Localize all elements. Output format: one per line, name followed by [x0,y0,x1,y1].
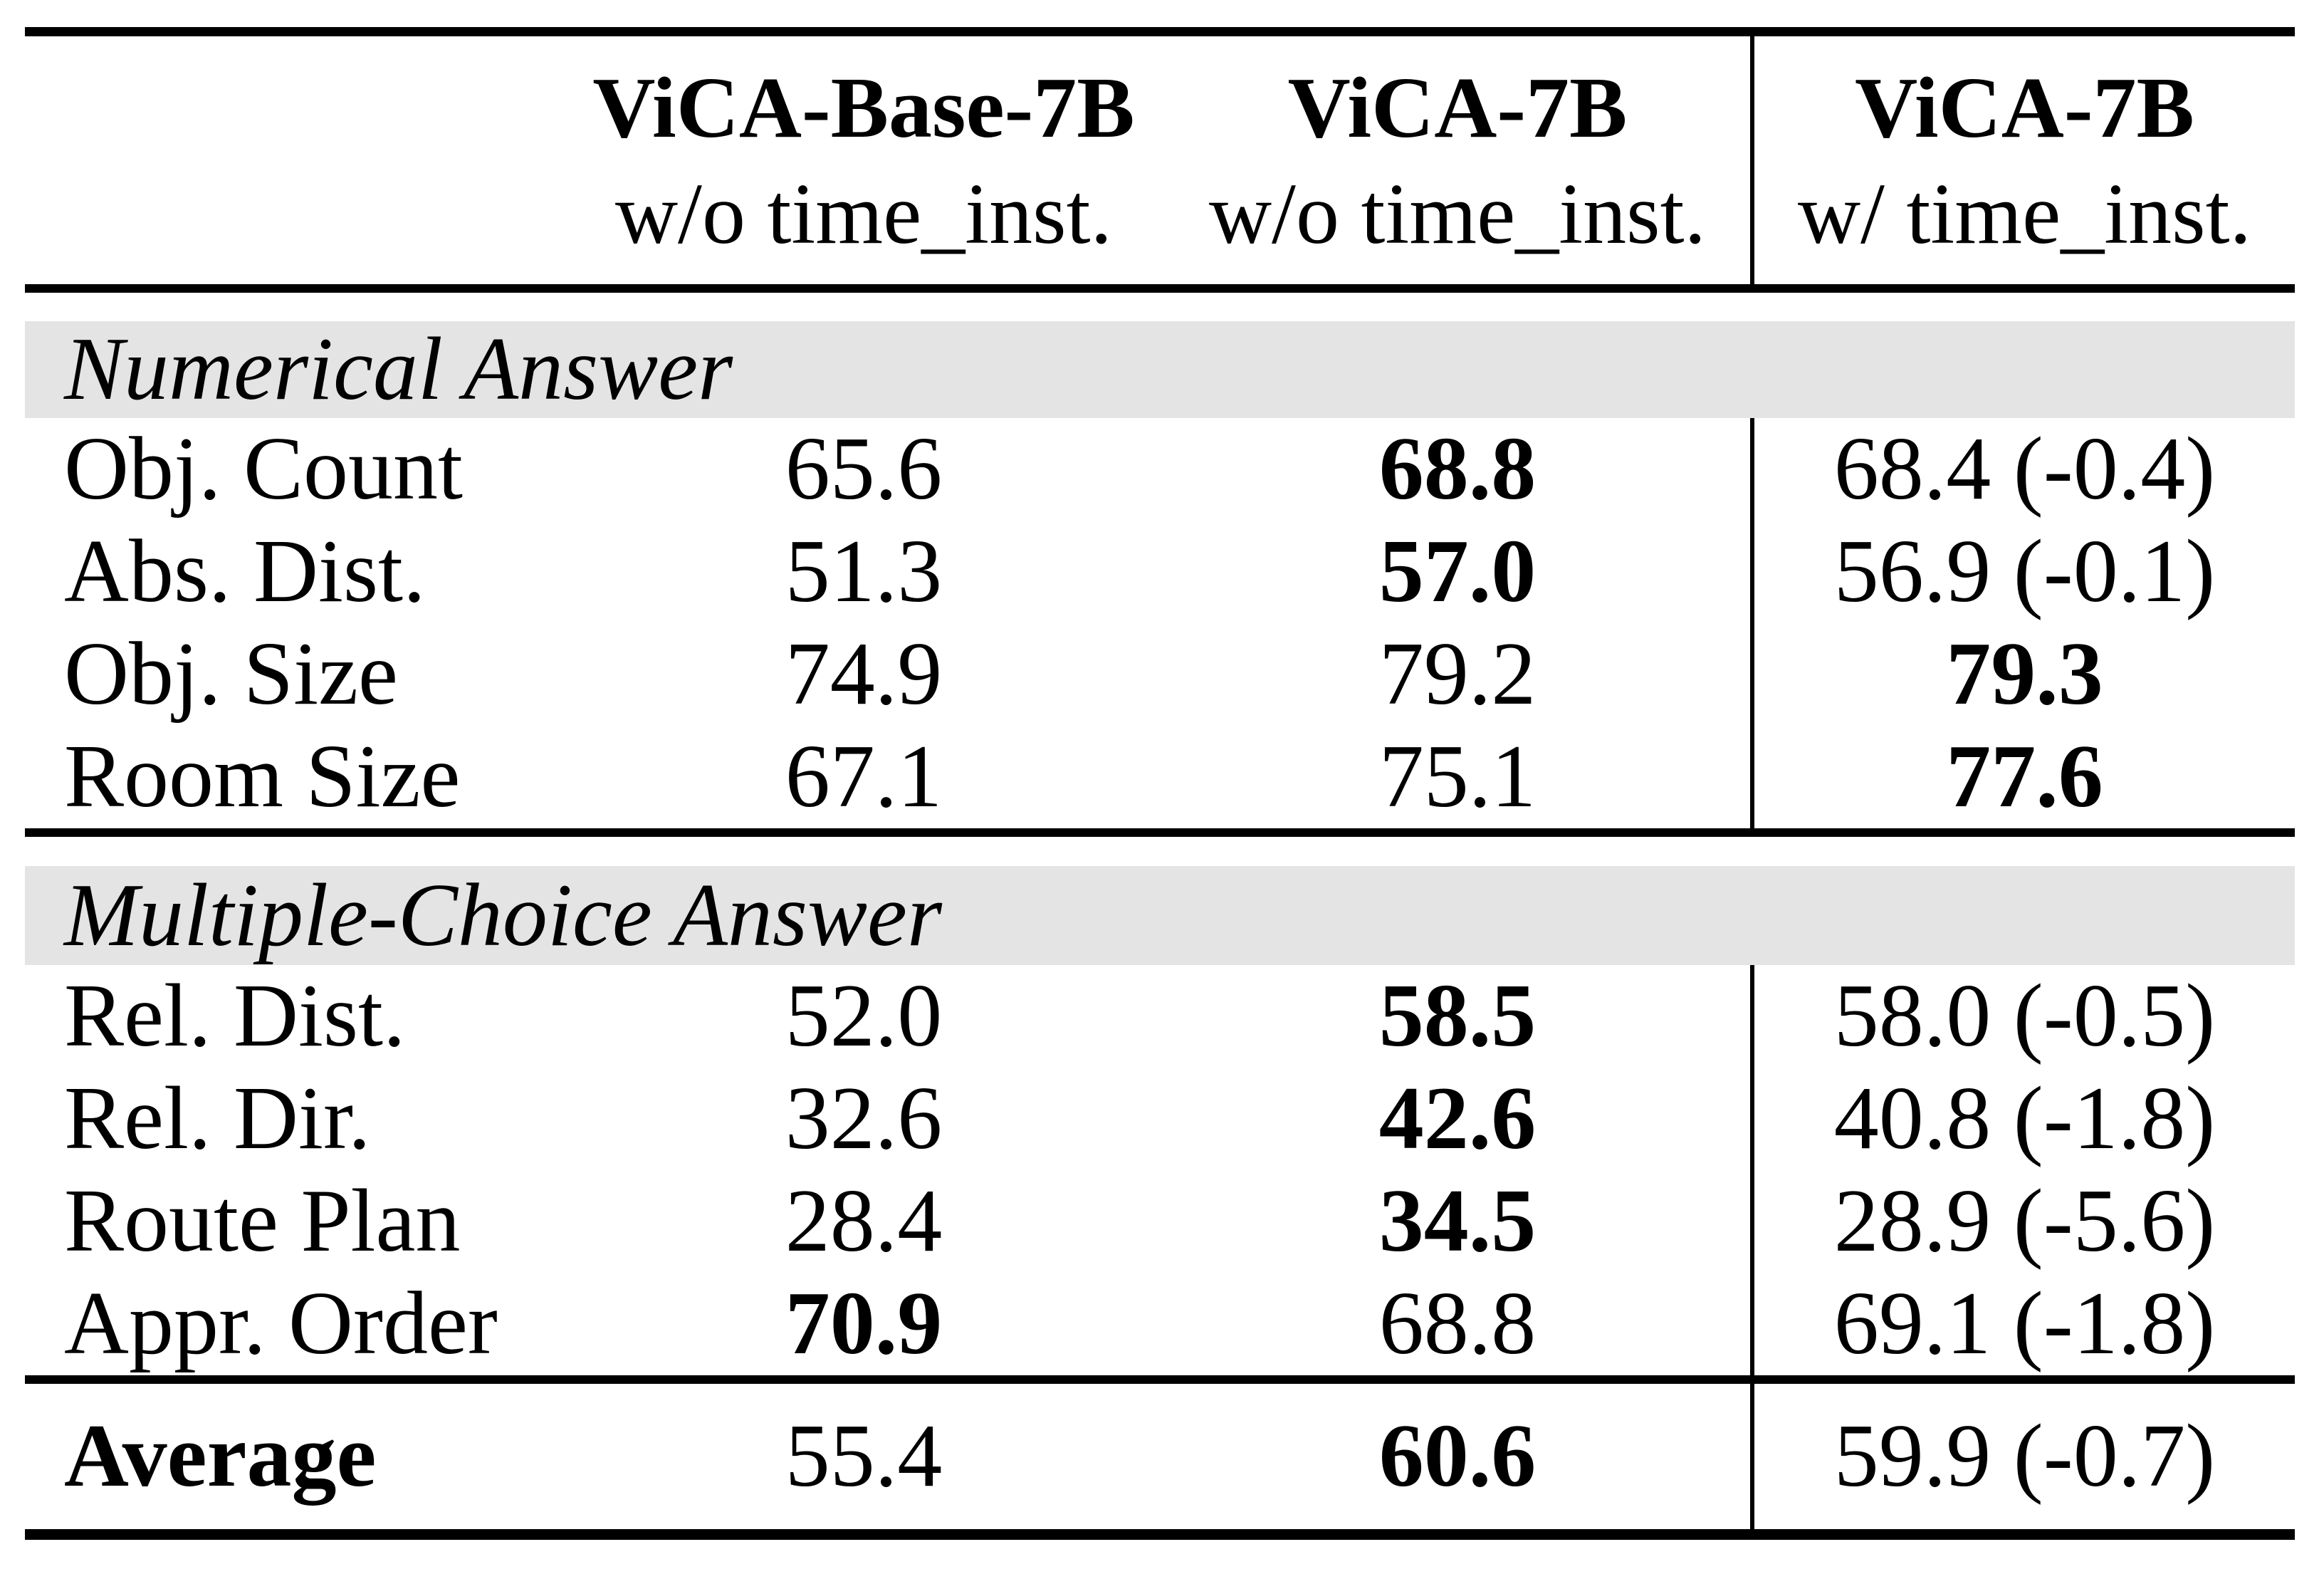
table-row-obj-size: Obj. Size 74.9 79.2 79.3 [25,623,2295,726]
table-row-rel-dist: Rel. Dist. 52.0 58.5 58.0 (-0.5) [25,965,2295,1068]
value-cell: 58.0 (-0.5) [1750,965,2295,1068]
row-label: Route Plan [64,1172,461,1271]
value-cell: 65.6 [785,419,943,518]
col-header-subtitle: w/o time_inst. [1208,166,1707,262]
row-label: Rel. Dir. [64,1069,371,1168]
section-title: Multiple-Choice Answer [64,865,942,965]
value-cell: 28.4 [785,1172,943,1271]
value-cell: 79.3 [1750,623,2295,726]
value-cell: 79.2 [1378,625,1537,724]
row-label: Rel. Dist. [64,966,406,1065]
row-label: Room Size [64,727,461,826]
value-cell: 51.3 [785,522,943,621]
value-cell: 34.5 [1378,1172,1537,1271]
value-cell: 32.6 [785,1069,943,1168]
col-header-name: ViCA-Base-7B [592,60,1135,156]
row-label: Obj. Size [64,625,398,724]
table-row-obj-count: Obj. Count 65.6 68.8 68.4 (-0.4) [25,418,2295,521]
top-margin [0,0,2324,27]
value-cell: 55.4 [785,1407,943,1506]
value-cell: 77.6 [1750,726,2295,828]
col-header-subtitle: w/ time_inst. [1797,166,2252,262]
bottom-rule [25,1529,2295,1540]
value-cell: 69.1 (-1.8) [1750,1273,2295,1375]
row-label: Appr. Order [64,1274,498,1373]
section-banner-multiple-choice: Multiple-Choice Answer [25,866,2295,965]
table-row-abs-dist: Abs. Dist. 51.3 57.0 56.9 (-0.1) [25,521,2295,623]
value-cell: 70.9 [785,1274,943,1373]
section-banner-numerical: Numerical Answer [25,320,2295,419]
value-cell: 56.9 (-0.1) [1750,521,2295,623]
row-label: Abs. Dist. [64,522,426,621]
col-header-name: ViCA-7B [1855,60,2194,156]
value-cell: 68.8 [1378,419,1537,518]
col-header-vica-7b-w: ViCA-7B w/ time_inst. [1750,36,2295,284]
col-header-vica-base-7b: ViCA-Base-7B w/o time_inst. [562,36,1165,284]
value-cell: 75.1 [1378,727,1537,826]
value-cell: 52.0 [785,966,943,1065]
value-cell: 59.9 (-0.7) [1750,1384,2295,1529]
col-header-vica-7b-wo: ViCA-7B w/o time_inst. [1165,36,1750,284]
value-cell: 67.1 [785,727,943,826]
row-label: Average [64,1407,377,1506]
header-rule [25,284,2295,293]
value-cell: 68.8 [1378,1274,1537,1373]
value-cell: 57.0 [1378,522,1537,621]
col-header-subtitle: w/o time_inst. [614,166,1113,262]
header-row: ViCA-Base-7B w/o time_inst. ViCA-7B w/o … [25,36,2295,284]
row-label: Obj. Count [64,419,464,518]
top-rule [25,27,2295,36]
header-empty-cell [25,36,562,284]
mid-rule-2 [25,1375,2295,1384]
col-header-name: ViCA-7B [1287,60,1628,156]
section-gap [0,293,2324,321]
value-cell: 74.9 [785,625,943,724]
table-row-rel-dir: Rel. Dir. 32.6 42.6 40.8 (-1.8) [25,1068,2295,1170]
value-cell: 68.4 (-0.4) [1750,418,2295,521]
section-title: Numerical Answer [64,320,733,419]
mid-rule-1 [25,828,2295,837]
table-row-room-size: Room Size 67.1 75.1 77.6 [25,726,2295,828]
value-cell: 42.6 [1378,1069,1537,1168]
value-cell: 60.6 [1378,1407,1537,1506]
value-cell: 58.5 [1378,966,1537,1065]
value-cell: 40.8 (-1.8) [1750,1068,2295,1170]
table-row-appr-order: Appr. Order 70.9 68.8 69.1 (-1.8) [25,1273,2295,1375]
value-cell: 28.9 (-5.6) [1750,1170,2295,1273]
section-gap [0,837,2324,866]
table-row-average: Average 55.4 60.6 59.9 (-0.7) [25,1384,2295,1529]
table-row-route-plan: Route Plan 28.4 34.5 28.9 (-5.6) [25,1170,2295,1273]
